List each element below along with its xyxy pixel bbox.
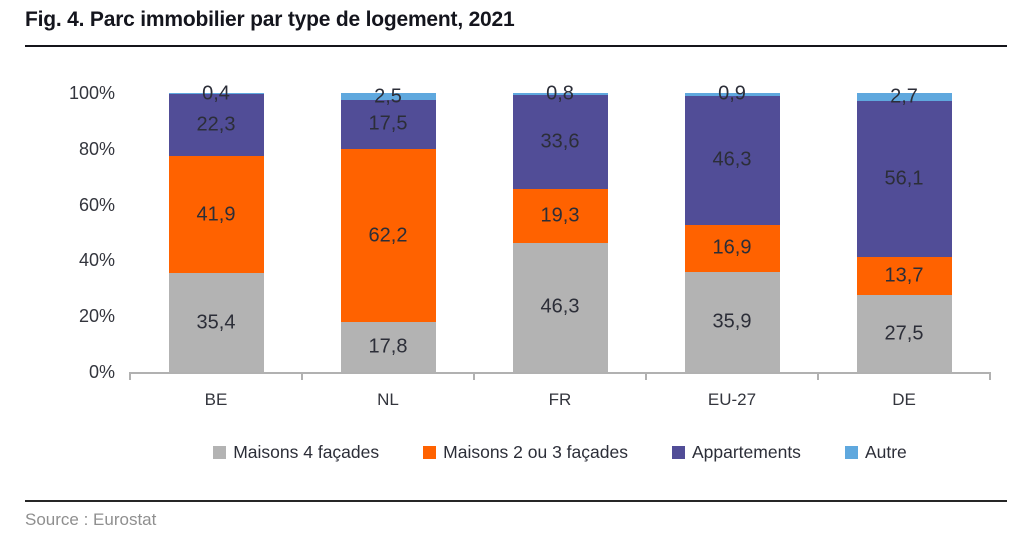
bar-segment-NL-Appartements: 17,5: [340, 100, 436, 149]
y-axis-label: 100%: [68, 83, 115, 103]
legend-label: Maisons 4 façades: [233, 441, 380, 462]
x-axis-label-FR: FR: [548, 390, 572, 409]
legend-item-Maisons 4 façades: Maisons 4 façades: [213, 442, 379, 463]
value-label: 35,4: [196, 311, 236, 334]
bar-segment-DE-Maisons 2 ou 3 façades: 13,7: [856, 257, 952, 296]
x-axis-tick: [817, 372, 819, 380]
x-axis-label-EU-27: EU-27: [707, 390, 757, 409]
legend-swatch-icon: [213, 445, 227, 459]
value-label: 2,5: [374, 85, 402, 107]
bar-segment-NL-Maisons 2 ou 3 façades: 62,2: [340, 148, 436, 323]
legend-label: Appartements: [691, 441, 801, 462]
bar-segment-EU-27-Appartements: 46,3: [684, 95, 780, 225]
bar-DE: 27,5 13,7 56,1 2,7: [856, 85, 952, 372]
y-axis-label: 60%: [78, 194, 115, 215]
value-label: 16,9: [712, 236, 752, 259]
bar-segment-BE-Maisons 2 ou 3 façades: 41,9: [168, 156, 264, 274]
legend-swatch-icon: [423, 445, 437, 459]
value-label: 19,3: [540, 204, 580, 227]
legend-swatch-icon: [671, 445, 685, 459]
bar-segment-EU-27-Autre: 0,9: [684, 83, 780, 105]
value-label: 27,5: [884, 322, 924, 345]
bar-segment-BE-Appartements: 22,3: [168, 94, 264, 157]
y-axis-label: 20%: [78, 306, 115, 327]
bar-segment-DE-Autre: 2,7: [856, 85, 952, 107]
value-label: 17,5: [368, 112, 408, 135]
value-label: 46,3: [540, 295, 580, 318]
legend-item-Autre: Autre: [844, 441, 907, 463]
x-axis-tick: [301, 372, 303, 380]
value-label: 0,9: [718, 82, 746, 105]
bar-segment-NL-Maisons 4 façades: 17,8: [340, 322, 436, 372]
bar-segment-NL-Autre: 2,5: [340, 85, 436, 107]
bar-BE: 35,4 41,9 22,3 0,4: [168, 82, 264, 372]
value-label: 46,3: [712, 148, 752, 171]
value-label: 41,9: [196, 203, 236, 226]
bar-segment-DE-Maisons 4 façades: 27,5: [856, 295, 952, 372]
x-axis-label-DE: DE: [892, 390, 916, 409]
value-label: 35,9: [712, 310, 752, 333]
value-label: 56,1: [884, 167, 924, 190]
bar-segment-FR-Maisons 4 façades: 46,3: [512, 242, 608, 372]
bar-segment-FR-Appartements: 33,6: [512, 95, 608, 189]
figure-title: Fig. 4. Parc immobilier par type de loge…: [25, 8, 515, 31]
title-divider: [25, 45, 1007, 47]
value-label: 13,7: [884, 264, 924, 287]
x-axis-tick: [473, 372, 475, 380]
value-label: 62,2: [368, 224, 408, 247]
value-label: 2,7: [890, 85, 918, 108]
x-axis-tick: [645, 372, 647, 380]
x-axis-label-BE: BE: [204, 390, 228, 409]
value-label: 0,4: [202, 82, 230, 105]
bar-segment-EU-27-Maisons 2 ou 3 façades: 16,9: [684, 224, 780, 272]
bar-segment-FR-Autre: 0,8: [512, 83, 608, 105]
x-axis-tick: [989, 372, 991, 380]
value-label: 33,6: [540, 130, 580, 153]
y-axis-label: 80%: [78, 138, 115, 159]
bar-EU-27: 35,9 16,9 46,3 0,9: [684, 83, 780, 372]
source-caption: Source : Eurostat: [25, 510, 157, 529]
bar-segment-DE-Appartements: 56,1: [856, 100, 952, 258]
bar-segment-EU-27-Maisons 4 façades: 35,9: [684, 271, 780, 372]
bar-segment-FR-Maisons 2 ou 3 façades: 19,3: [512, 188, 608, 243]
value-label: 0,8: [546, 82, 574, 105]
bar-FR: 46,3 19,3 33,6 0,8: [512, 83, 608, 372]
bar-segment-BE-Maisons 4 façades: 35,4: [168, 273, 264, 372]
bar-NL: 17,8 62,2 17,5 2,5: [340, 85, 436, 372]
footer-divider: [25, 500, 1007, 502]
x-axis-tick: [129, 372, 131, 380]
legend-label: Maisons 2 ou 3 façades: [443, 441, 628, 462]
value-label: 22,3: [196, 113, 236, 136]
legend-swatch-icon: [844, 445, 858, 459]
y-axis-label: 0%: [88, 362, 115, 382]
legend-item-Maisons 2 ou 3 façades: Maisons 2 ou 3 façades: [423, 442, 628, 463]
x-axis-line: [130, 372, 990, 374]
legend-label: Autre: [864, 441, 907, 462]
y-axis-label: 40%: [78, 250, 115, 271]
legend-item-Appartements: Appartements: [671, 441, 801, 463]
bar-segment-BE-Autre: 0,4: [168, 82, 264, 104]
chart-legend: Maisons 4 façades Maisons 2 ou 3 façades A…: [130, 439, 990, 465]
value-label: 17,8: [368, 335, 408, 358]
x-axis-label-NL: NL: [377, 390, 399, 409]
